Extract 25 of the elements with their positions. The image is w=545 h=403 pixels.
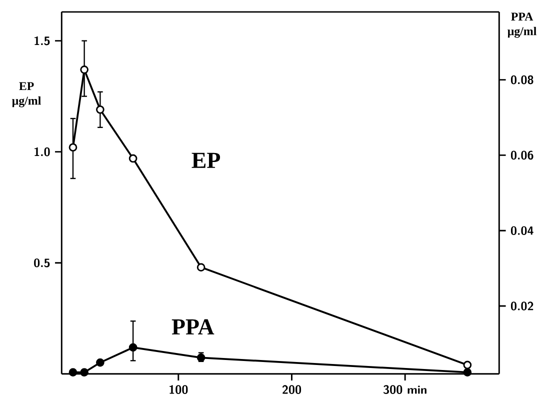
- point: [96, 358, 104, 367]
- y2-tick-label: 0.08: [510, 76, 534, 84]
- point: [96, 106, 104, 114]
- point: [80, 368, 88, 377]
- y-tick-label: 1.0: [34, 148, 50, 156]
- y-tick-label: 0.5: [34, 258, 50, 268]
- point: [128, 154, 138, 163]
- point: [463, 368, 472, 377]
- y2-tick-label: 0.06: [510, 150, 534, 160]
- point: [128, 343, 138, 352]
- point: [196, 263, 206, 272]
- point: [463, 360, 472, 370]
- y-tick-label: 1.5: [34, 36, 50, 46]
- y-axis-title: EP μg/ml: [12, 82, 41, 108]
- y2-tick-label: 0.04: [510, 226, 534, 236]
- series-label: EP: [192, 152, 220, 168]
- point: [80, 66, 88, 74]
- y2-tick-label: 0.02: [510, 302, 534, 311]
- point: [68, 368, 78, 377]
- x-tick-label: 300 min: [384, 385, 426, 394]
- y2-axis-title: PPA μg/ml: [508, 12, 536, 38]
- point: [68, 143, 78, 152]
- x-tick-label: 200: [282, 385, 302, 394]
- series-label: PPA: [172, 319, 214, 335]
- x-tick-label: 100: [169, 385, 188, 394]
